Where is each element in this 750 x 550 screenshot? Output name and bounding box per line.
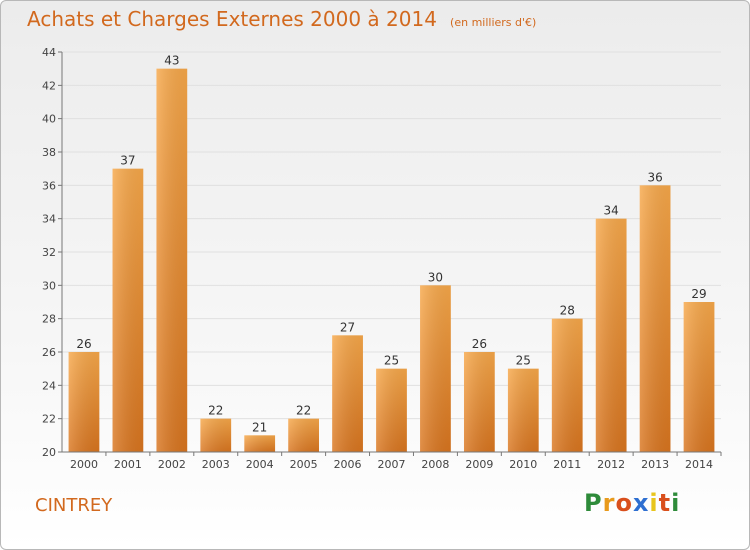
data-label: 22 — [296, 404, 311, 418]
data-label: 25 — [384, 354, 399, 368]
x-tick-label: 2006 — [334, 458, 362, 471]
y-tick-label: 38 — [42, 146, 56, 159]
x-tick-label: 2005 — [290, 458, 318, 471]
bar-shade — [420, 285, 451, 452]
x-tick-label: 2012 — [597, 458, 625, 471]
bar-shade — [156, 68, 188, 453]
y-tick-label: 32 — [42, 246, 56, 259]
x-tick-label: 2008 — [421, 458, 449, 471]
data-label: 25 — [516, 354, 531, 368]
data-label: 28 — [560, 304, 575, 318]
logo-letter: i — [649, 489, 659, 517]
title-row: Achats et Charges Externes 2000 à 2014 (… — [27, 7, 536, 31]
data-label: 26 — [76, 337, 91, 351]
data-label: 30 — [428, 270, 443, 284]
y-tick-label: 42 — [42, 79, 56, 92]
bars — [68, 68, 715, 453]
y-tick-label: 30 — [42, 279, 56, 292]
axes: 20 22 24 26 28 30 32 34 36 38 40 42 44 2000 2001 2002 20… — [42, 46, 722, 471]
bar-shade — [551, 318, 583, 452]
x-tick-label: 2002 — [158, 458, 186, 471]
bar-shade — [595, 218, 627, 452]
bar-shade — [332, 335, 363, 452]
y-tick-label: 36 — [42, 179, 56, 192]
x-tick-label: 2007 — [378, 458, 406, 471]
bar-shade — [683, 302, 715, 452]
logo-letter: P — [584, 489, 603, 517]
y-tick-label: 44 — [42, 46, 56, 59]
bar-shade — [507, 368, 539, 452]
bar-shade — [68, 352, 100, 452]
commune-name: CINTREY — [35, 495, 113, 516]
y-tick-label: 26 — [42, 346, 56, 359]
data-label: 36 — [647, 170, 662, 184]
logo-letter: x — [632, 489, 650, 517]
bar-shade — [463, 352, 495, 452]
y-tick-label: 28 — [42, 313, 56, 326]
logo-letter: i — [671, 489, 681, 517]
x-tick-label: 2003 — [202, 458, 230, 471]
x-tick-label: 2004 — [246, 458, 274, 471]
data-label: 29 — [691, 287, 706, 301]
y-tick-label: 24 — [42, 379, 56, 392]
bar-shade — [288, 418, 320, 452]
x-tick-label: 2011 — [553, 458, 581, 471]
proxiti-logo[interactable]: Proxiti — [584, 489, 680, 517]
data-label: 43 — [164, 54, 179, 68]
x-tick-label: 2009 — [465, 458, 493, 471]
logo-letter: r — [602, 489, 616, 517]
logo-letter: t — [658, 489, 672, 517]
y-tick-label: 40 — [42, 113, 56, 126]
data-label: 26 — [472, 337, 487, 351]
x-tick-label: 2010 — [509, 458, 537, 471]
x-tick-label: 2013 — [641, 458, 669, 471]
data-label: 37 — [120, 154, 135, 168]
chart-title: Achats et Charges Externes 2000 à 2014 — [27, 7, 437, 31]
data-label: 27 — [340, 320, 355, 334]
bar-shade — [200, 418, 232, 452]
data-label: 21 — [252, 420, 267, 434]
chart-subtitle: (en milliers d'€) — [450, 16, 537, 29]
data-labels: 26 37 43 22 21 22 27 25 30 26 25 28 34 36 29 — [76, 54, 706, 435]
data-label: 22 — [208, 404, 223, 418]
y-tick-label: 20 — [42, 446, 56, 459]
x-tick-label: 2000 — [70, 458, 98, 471]
bar-shade — [376, 368, 407, 452]
logo-letter: o — [615, 489, 633, 517]
x-tick-label: 2014 — [685, 458, 713, 471]
bar-shade — [639, 185, 671, 453]
data-label: 34 — [604, 204, 619, 218]
x-tick-label: 2001 — [114, 458, 142, 471]
bar-shade — [244, 435, 276, 452]
y-tick-label: 34 — [42, 213, 56, 226]
y-tick-label: 22 — [42, 413, 56, 426]
bar-shade — [112, 168, 144, 452]
